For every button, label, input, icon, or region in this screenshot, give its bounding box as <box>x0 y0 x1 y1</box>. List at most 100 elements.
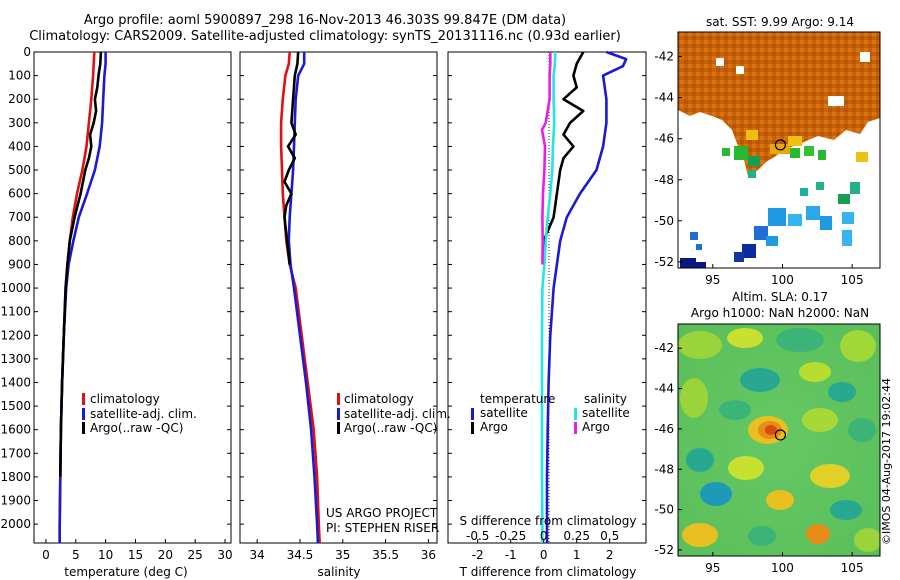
map-x-tick-label: 100 <box>771 273 794 287</box>
x-tick-label: 30 <box>217 548 232 562</box>
legend-swatch-climatology <box>82 393 85 405</box>
y-tick-label: 1100 <box>0 305 31 319</box>
x-tick-label: 34.5 <box>287 548 314 562</box>
y-tick-label: 1600 <box>0 423 31 437</box>
series-line-temperature-argo <box>542 51 585 265</box>
temperature-legend: climatology satellite-adj. clim. Argo(..… <box>82 392 197 435</box>
legend-label-argo: Argo(..raw -QC) <box>344 421 437 435</box>
legend-swatch-temp-argo <box>471 422 474 434</box>
salinity-legend: climatology satellite-adj. clim. Argo(..… <box>337 392 451 435</box>
argo-location-marker <box>774 429 786 441</box>
salinity-x-axis-label: salinity <box>317 565 360 579</box>
y-tick-label: 100 <box>8 69 31 83</box>
y-tick-label: 1500 <box>0 399 31 413</box>
map-y-tick-label: -48 <box>654 462 674 476</box>
y-tick-label: 400 <box>8 139 31 153</box>
legend-label-satellite: satellite-adj. clim. <box>344 407 451 421</box>
map-y-tick-label: -48 <box>654 173 674 187</box>
y-tick-label: 1200 <box>0 328 31 342</box>
y-tick-label: 1900 <box>0 494 31 508</box>
difference-x-axis-label: T difference from climatology <box>459 565 637 579</box>
y-tick-label: 1700 <box>0 446 31 460</box>
map-y-tick-label: -46 <box>654 422 674 436</box>
sla-map-panel: Altim. SLA: 0.17 Argo h1000: NaN h2000: … <box>654 290 893 575</box>
x-tick-label: -1 <box>505 548 517 562</box>
salinity-axes-frame <box>239 51 438 544</box>
argo-location-marker <box>774 139 786 151</box>
imos-watermark: ©IMOS 04-Aug-2017 19:02:44 <box>880 378 893 545</box>
map-y-tick-label: -52 <box>654 543 674 557</box>
legend-title-salinity: salinity <box>584 392 627 406</box>
legend-swatch-argo <box>82 422 85 434</box>
sst-map-panel: sat. SST: 9.99 Argo: 9.14 <box>654 15 881 287</box>
salinity-panel: 34 34.5 35 35.5 36 salinity climatology sate… <box>239 51 451 579</box>
sla-map-title: Altim. SLA: 0.17 <box>732 290 828 304</box>
temperature-x-axis-label: temperature (deg C) <box>64 565 187 579</box>
legend-title-temperature: temperature <box>480 392 555 406</box>
x-tick-label: 36 <box>421 548 436 562</box>
s-tick-label: 0.5 <box>600 529 619 543</box>
map-y-tick-label: -50 <box>654 214 674 228</box>
map-y-tick-label: -42 <box>654 341 674 355</box>
s-tick-label: -0.5 <box>466 529 489 543</box>
x-tick-label: 2 <box>606 548 614 562</box>
y-tick-label: 1800 <box>0 470 31 484</box>
map-x-tick-label: 95 <box>705 273 720 287</box>
map-y-tick-label: -44 <box>654 91 674 105</box>
x-tick-label: 0 <box>42 548 50 562</box>
temperature-panel: 0 5 10 15 20 25 300100200300400500600700800900… <box>0 45 232 579</box>
legend-swatch-climatology <box>337 393 340 405</box>
legend-label-temp-argo: Argo <box>480 420 508 434</box>
series-line-satellite-adj-clim- <box>58 52 107 543</box>
map-x-tick-label: 105 <box>841 273 864 287</box>
series-line-salinity-satellite <box>540 51 557 543</box>
x-tick-label: 5 <box>72 548 80 562</box>
legend-swatch-satellite <box>82 408 85 420</box>
y-tick-label: 300 <box>8 116 31 130</box>
legend-label-sal-satellite: satellite <box>582 406 630 420</box>
x-tick-label: 0 <box>540 548 548 562</box>
x-tick-label: 35.5 <box>372 548 399 562</box>
x-tick-label: -2 <box>472 548 484 562</box>
temperature-axes-frame <box>33 51 232 544</box>
s-tick-label: 0 <box>540 529 548 543</box>
series-line-temperature-satellite <box>545 50 628 543</box>
y-tick-label: 1400 <box>0 375 31 389</box>
y-tick-label: 500 <box>8 163 31 177</box>
s-tick-label: 0.25 <box>563 529 590 543</box>
y-tick-label: 700 <box>8 210 31 224</box>
sst-map-frame <box>677 31 881 269</box>
x-tick-label: 10 <box>98 548 113 562</box>
x-tick-label: 35 <box>335 548 350 562</box>
y-tick-label: 2000 <box>0 517 31 531</box>
y-tick-label: 200 <box>8 92 31 106</box>
series-line-argo-raw-qc- <box>283 51 300 265</box>
map-y-tick-label: -50 <box>654 503 674 517</box>
legend-label-temp-satellite: satellite <box>480 406 528 420</box>
legend-label-argo: Argo(..raw -QC) <box>90 421 183 435</box>
s-tick-label: -0.25 <box>495 529 526 543</box>
x-tick-label: 20 <box>158 548 173 562</box>
legend-label-sal-argo: Argo <box>582 420 610 434</box>
legend-label-climatology: climatology <box>90 392 160 406</box>
x-tick-label: 34 <box>249 548 264 562</box>
map-y-tick-label: -52 <box>654 255 674 269</box>
legend-swatch-satellite <box>337 408 340 420</box>
map-y-tick-label: -42 <box>654 50 674 64</box>
series-line-satellite-adj-clim- <box>287 52 320 544</box>
y-tick-label: 1300 <box>0 352 31 366</box>
legend-swatch-temp-satellite <box>471 408 474 420</box>
difference-legend: temperature salinity satellite Argo sate… <box>471 392 630 434</box>
x-tick-label: 15 <box>128 548 143 562</box>
salinity-difference-axis-label: S difference from climatology <box>460 514 637 528</box>
map-y-tick-label: -46 <box>654 132 674 146</box>
legend-label-climatology: climatology <box>344 392 414 406</box>
sst-map-title: sat. SST: 9.99 Argo: 9.14 <box>706 15 854 29</box>
y-tick-label: 600 <box>8 187 31 201</box>
x-tick-label: 25 <box>188 548 203 562</box>
legend-swatch-sal-argo <box>574 422 577 434</box>
y-tick-label: 0 <box>23 45 31 59</box>
sla-map-subtitle: Argo h1000: NaN h2000: NaN <box>691 306 869 320</box>
map-y-tick-label: -44 <box>654 382 674 396</box>
